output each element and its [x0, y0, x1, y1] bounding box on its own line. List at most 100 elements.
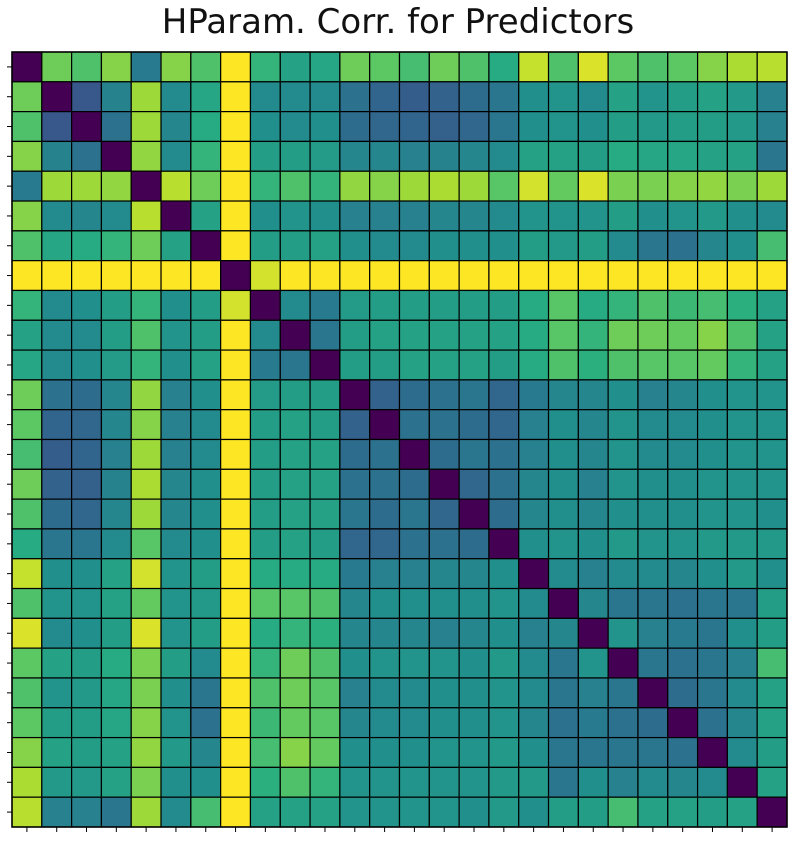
- heatmap-cell: [71, 677, 103, 709]
- heatmap-cell: [369, 111, 401, 143]
- heatmap-cell: [130, 170, 162, 202]
- heatmap-cell: [756, 260, 788, 292]
- heatmap-cell: [398, 140, 430, 172]
- heatmap-cell: [220, 558, 252, 590]
- heatmap-cell: [518, 230, 550, 262]
- heatmap-cell: [458, 766, 490, 798]
- heatmap-cell: [249, 707, 281, 739]
- heatmap-cell: [488, 438, 520, 470]
- heatmap-cell: [41, 81, 73, 113]
- heatmap-cell: [577, 379, 609, 411]
- heatmap-cell: [71, 617, 103, 649]
- heatmap-cell: [577, 736, 609, 768]
- axis-ticks: [7, 66, 773, 832]
- heatmap-cell: [249, 319, 281, 351]
- heatmap-cell: [428, 230, 460, 262]
- heatmap-cell: [339, 617, 371, 649]
- heatmap-cell: [130, 528, 162, 560]
- heatmap-cell: [220, 677, 252, 709]
- heatmap-cell: [220, 289, 252, 321]
- heatmap-cell: [369, 707, 401, 739]
- heatmap-cell: [11, 200, 43, 232]
- heatmap-cell: [488, 766, 520, 798]
- heatmap-cell: [667, 319, 699, 351]
- heatmap-cell: [339, 766, 371, 798]
- heatmap-cell: [696, 766, 728, 798]
- heatmap-cell: [279, 528, 311, 560]
- heatmap-cell: [398, 289, 430, 321]
- heatmap-cell: [309, 140, 341, 172]
- heatmap-cell: [71, 289, 103, 321]
- heatmap-cell: [607, 498, 639, 530]
- heatmap-cell: [100, 140, 132, 172]
- heatmap-cell: [428, 51, 460, 83]
- heatmap-cell: [220, 200, 252, 232]
- heatmap-cell: [309, 617, 341, 649]
- heatmap-cell: [607, 140, 639, 172]
- chart-title: HParam. Corr. for Predictors: [161, 2, 635, 42]
- heatmap-cell: [428, 409, 460, 441]
- heatmap-cell: [309, 438, 341, 470]
- heatmap-cell: [518, 677, 550, 709]
- heatmap-cell: [696, 736, 728, 768]
- heatmap-cell: [398, 170, 430, 202]
- heatmap-cell: [398, 587, 430, 619]
- heatmap-cell: [518, 796, 550, 828]
- heatmap-cell: [488, 230, 520, 262]
- heatmap-cell: [518, 647, 550, 679]
- heatmap-cell: [71, 200, 103, 232]
- heatmap-cell: [309, 468, 341, 500]
- heatmap-cell: [339, 260, 371, 292]
- heatmap-cell: [130, 736, 162, 768]
- heatmap-cell: [577, 796, 609, 828]
- heatmap-cell: [279, 736, 311, 768]
- heatmap-cell: [130, 647, 162, 679]
- heatmap-cell: [249, 528, 281, 560]
- heatmap-cell: [339, 468, 371, 500]
- heatmap-cell: [756, 617, 788, 649]
- heatmap-cell: [667, 707, 699, 739]
- heatmap-cell: [41, 111, 73, 143]
- heatmap-cell: [726, 289, 758, 321]
- heatmap-cell: [518, 379, 550, 411]
- heatmap-cell: [756, 409, 788, 441]
- heatmap-cell: [458, 200, 490, 232]
- heatmap-cell: [607, 319, 639, 351]
- heatmap-cell: [756, 111, 788, 143]
- heatmap-cell: [607, 468, 639, 500]
- heatmap-cell: [249, 200, 281, 232]
- heatmap-cell: [398, 468, 430, 500]
- heatmap-cell: [756, 140, 788, 172]
- heatmap-cell: [667, 260, 699, 292]
- heatmap-cell: [696, 200, 728, 232]
- heatmap-cell: [279, 349, 311, 381]
- heatmap-cell: [726, 319, 758, 351]
- heatmap-cell: [130, 409, 162, 441]
- heatmap-cell: [369, 349, 401, 381]
- heatmap-cell: [190, 498, 222, 530]
- heatmap-cell: [428, 379, 460, 411]
- heatmap-cell: [398, 230, 430, 262]
- heatmap-cell: [220, 409, 252, 441]
- heatmap-cell: [339, 796, 371, 828]
- heatmap-cell: [249, 170, 281, 202]
- heatmap-cell: [11, 677, 43, 709]
- heatmap-cell: [458, 677, 490, 709]
- heatmap-cell: [607, 766, 639, 798]
- heatmap-cell: [249, 617, 281, 649]
- heatmap-cell: [369, 558, 401, 590]
- heatmap-cell: [160, 51, 192, 83]
- heatmap-cell: [458, 468, 490, 500]
- heatmap-cell: [130, 289, 162, 321]
- heatmap-cell: [547, 677, 579, 709]
- heatmap-cell: [518, 51, 550, 83]
- heatmap-cell: [577, 766, 609, 798]
- heatmap-cell: [637, 81, 669, 113]
- heatmap-cell: [547, 170, 579, 202]
- heatmap-cell: [696, 558, 728, 590]
- heatmap-cell: [667, 468, 699, 500]
- heatmap-cell: [428, 617, 460, 649]
- heatmap-cell: [279, 558, 311, 590]
- heatmap-cell: [607, 51, 639, 83]
- heatmap-cell: [667, 736, 699, 768]
